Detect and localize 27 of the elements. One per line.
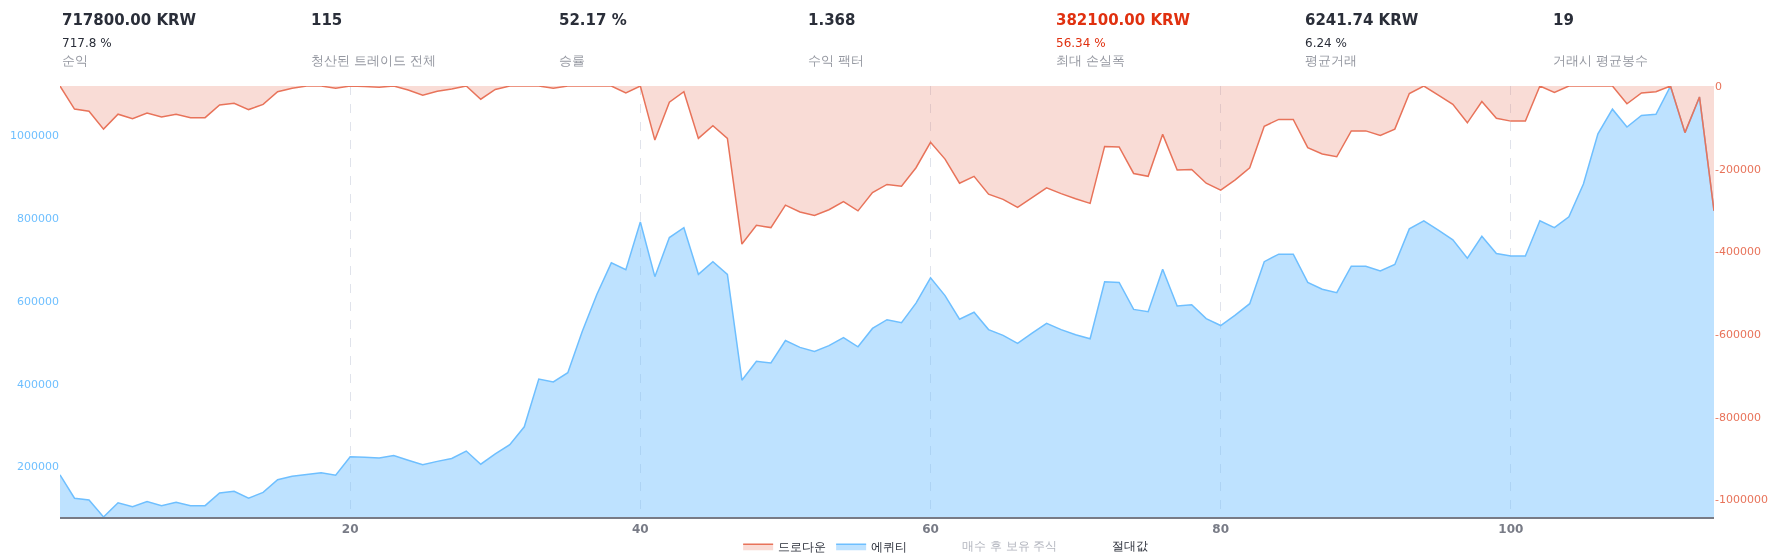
y2-tick-label: -1000000 <box>1715 493 1768 507</box>
y-tick-label: 1000000 <box>10 129 59 143</box>
legend-label: 드로다운 <box>778 539 827 554</box>
x-tick-label: 80 <box>1212 522 1230 537</box>
text: 19 거래시 평균봉수 <box>1553 11 1649 68</box>
text: 매수 후 보유 주식 <box>962 539 1058 553</box>
text: 115 청산된 트레이드 전체 <box>311 11 437 68</box>
x-tick-label: 40 <box>632 522 649 537</box>
text: 52.17 % 승률 <box>559 11 627 68</box>
text: 절대값 <box>1112 539 1148 553</box>
y2-tick-label: -800000 <box>1715 410 1761 424</box>
y-tick-label: 600000 <box>17 294 59 308</box>
text: 1.368 수익 팩터 <box>808 11 865 68</box>
text: 382100.00 KRW 56.34 % 최대 손실폭 <box>1056 11 1191 68</box>
text: 717800.00 KRW 717.8 % 순익 <box>62 11 197 68</box>
x-tick-label: 20 <box>341 522 359 537</box>
x-tick-label: 100 <box>1498 522 1524 537</box>
y2-tick-label: -400000 <box>1715 245 1761 259</box>
y-tick-label: 200000 <box>17 460 59 474</box>
x-tick-label: 60 <box>922 522 939 537</box>
legend-label: 에퀴티 <box>871 539 908 554</box>
y-tick-label: 400000 <box>17 377 59 391</box>
y2-tick-label: -200000 <box>1715 162 1761 176</box>
y2-tick-label: 0 <box>1715 79 1722 93</box>
text: 6241.74 KRW 6.24 % 평균거래 <box>1305 11 1419 68</box>
y2-tick-label: -600000 <box>1715 328 1761 342</box>
y-tick-label: 800000 <box>17 212 59 226</box>
